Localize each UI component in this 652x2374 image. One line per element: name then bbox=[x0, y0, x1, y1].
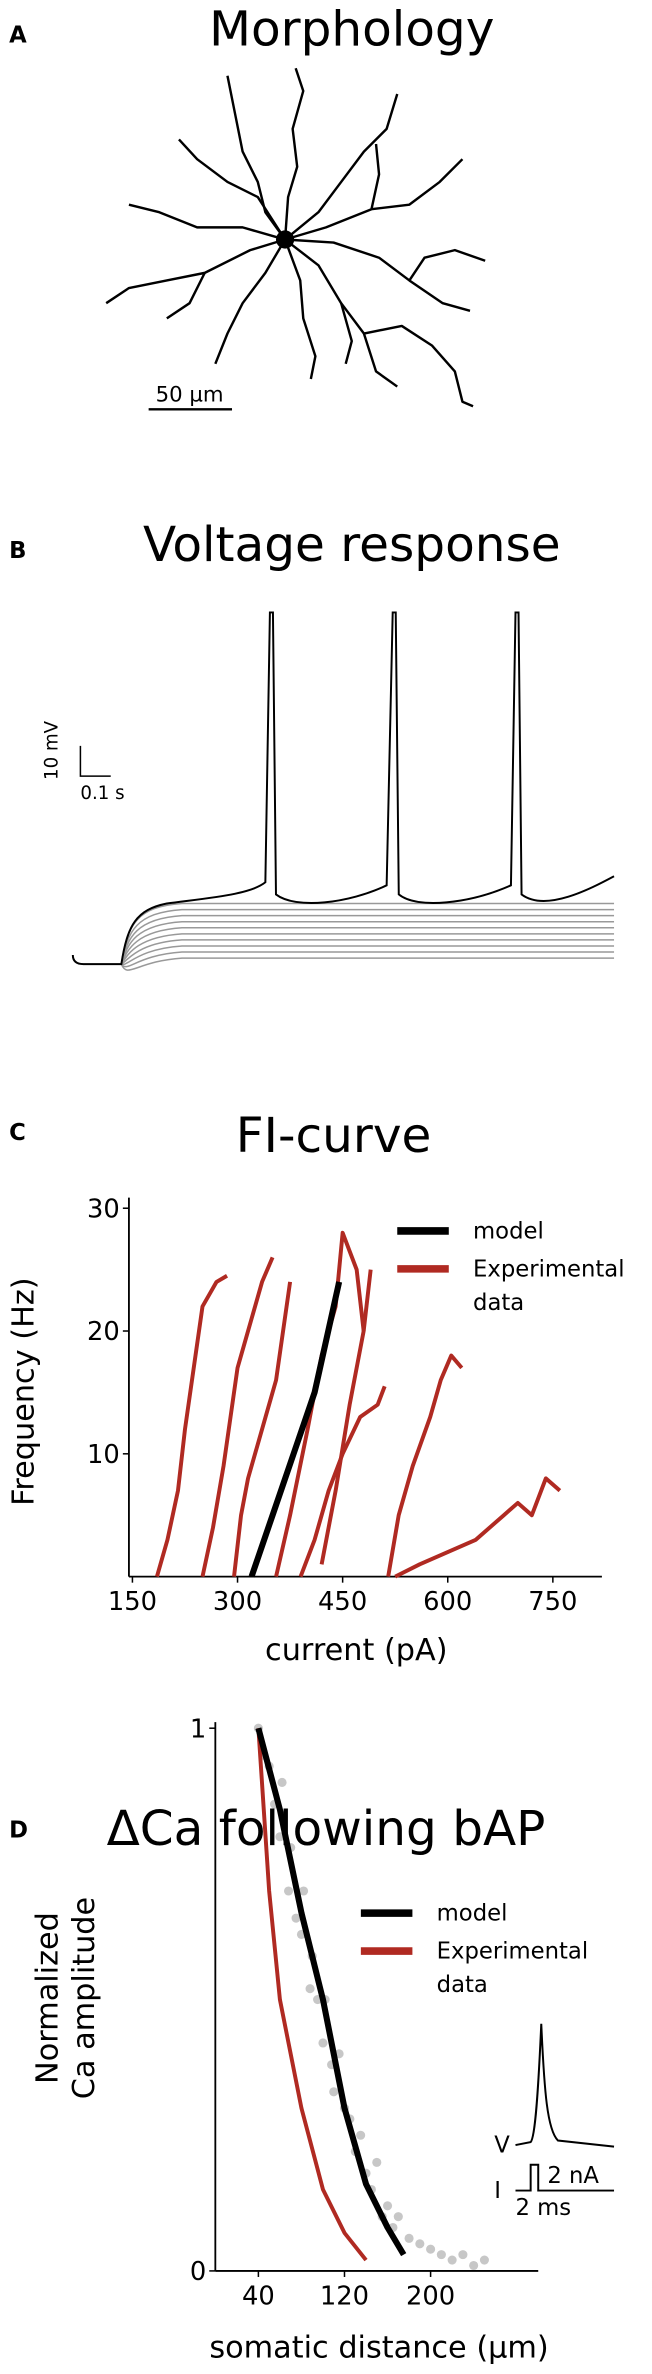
y-axis-label: Frequency (Hz) bbox=[6, 1277, 41, 1505]
point bbox=[291, 1913, 301, 1923]
y-tick-label: 30 bbox=[87, 1194, 120, 1224]
series-line bbox=[394, 1476, 562, 1579]
trace bbox=[120, 908, 615, 965]
x-tick-label: 300 bbox=[213, 1587, 262, 1617]
panel-label: A bbox=[9, 22, 27, 48]
legend-label: model bbox=[473, 1219, 544, 1245]
y-tick-label: 0 bbox=[190, 2257, 206, 2287]
inset-label: 2 nA bbox=[547, 2163, 599, 2189]
dendrite bbox=[284, 238, 398, 388]
dendrite bbox=[283, 67, 305, 240]
point bbox=[436, 2250, 446, 2260]
point bbox=[415, 2239, 425, 2249]
trace bbox=[120, 927, 615, 965]
voltage-trace bbox=[71, 611, 615, 966]
trace bbox=[120, 957, 615, 971]
point bbox=[283, 1886, 294, 1896]
point bbox=[404, 2233, 414, 2243]
point bbox=[426, 2244, 436, 2254]
inset-label: V bbox=[494, 2133, 510, 2159]
x-tick-label: 150 bbox=[108, 1587, 157, 1617]
y-tick-label: 10 bbox=[87, 1440, 120, 1470]
soma bbox=[275, 230, 295, 249]
point bbox=[393, 2212, 403, 2222]
x-tick-label: 120 bbox=[320, 2281, 369, 2311]
panel-title: FI-curve bbox=[236, 1108, 432, 1164]
inset bbox=[515, 2023, 615, 2192]
panel-title: Voltage response bbox=[143, 517, 561, 573]
legend-label: Experimental data bbox=[437, 1939, 589, 1998]
dendrite bbox=[283, 239, 317, 380]
legend-label: model bbox=[437, 1901, 508, 1927]
y-tick-label: 20 bbox=[87, 1317, 120, 1347]
panel-title: Morphology bbox=[209, 1, 494, 57]
y-tick-label: 1 bbox=[190, 1714, 206, 1744]
point bbox=[479, 2255, 489, 2265]
series-line bbox=[232, 1281, 293, 1577]
series-line bbox=[319, 1269, 373, 1565]
scale-bar bbox=[79, 745, 111, 777]
x-tick-label: 600 bbox=[423, 1587, 472, 1617]
point bbox=[458, 2250, 468, 2260]
dendrite bbox=[105, 238, 286, 305]
dendrite bbox=[363, 324, 474, 408]
panel-label: B bbox=[9, 538, 26, 564]
series-line bbox=[255, 1727, 407, 2257]
dendrite bbox=[370, 143, 381, 210]
inset-label: I bbox=[494, 2178, 501, 2204]
dendrite bbox=[408, 248, 486, 282]
point bbox=[277, 1777, 287, 1788]
legend-label: Experimental data bbox=[473, 1256, 625, 1315]
x-axis-label: current (pA) bbox=[265, 1633, 448, 1668]
x-axis-label: somatic distance (µm) bbox=[209, 2330, 548, 2365]
trace bbox=[120, 920, 615, 965]
scale-label: 10 mV bbox=[42, 720, 63, 780]
trace bbox=[120, 939, 615, 965]
series-line bbox=[256, 1728, 368, 2262]
y-axis-label: Ca amplitude bbox=[67, 1897, 102, 2099]
x-tick-label: 450 bbox=[318, 1587, 367, 1617]
x-tick-label: 200 bbox=[406, 2281, 455, 2311]
series-line bbox=[200, 1256, 275, 1578]
dendrite bbox=[226, 75, 287, 241]
trace bbox=[120, 951, 615, 968]
point bbox=[469, 2260, 479, 2271]
panel-label: D bbox=[9, 1817, 28, 1843]
y-axis-label: Normalized bbox=[31, 1912, 66, 2084]
panel-label: C bbox=[9, 1120, 26, 1146]
x-tick-label: 40 bbox=[242, 2281, 275, 2311]
dendrite bbox=[284, 238, 471, 312]
traces bbox=[120, 902, 615, 971]
dendrite bbox=[284, 93, 399, 241]
inset-trace bbox=[515, 2163, 615, 2192]
series-line bbox=[248, 1281, 343, 1578]
inset-label: 2 ms bbox=[515, 2195, 571, 2221]
point bbox=[372, 2157, 382, 2167]
point bbox=[329, 2087, 339, 2097]
dendrite bbox=[178, 138, 287, 241]
point bbox=[356, 2130, 366, 2140]
point bbox=[383, 2201, 393, 2211]
trace bbox=[120, 933, 615, 965]
dendrite bbox=[128, 203, 286, 241]
morphology bbox=[105, 67, 486, 408]
series-line bbox=[155, 1274, 229, 1578]
trace bbox=[121, 945, 615, 966]
panel-title: ΔCa following bAP bbox=[107, 1801, 546, 1857]
point bbox=[447, 2255, 457, 2265]
series-line bbox=[298, 1385, 387, 1578]
scale-label: 0.1 s bbox=[80, 783, 124, 804]
inset-trace bbox=[515, 2023, 615, 2148]
point bbox=[305, 1984, 315, 1994]
x-tick-label: 750 bbox=[528, 1587, 577, 1617]
series-line bbox=[386, 1353, 464, 1577]
dendrite bbox=[284, 158, 464, 241]
point bbox=[299, 1886, 309, 1896]
dendrite bbox=[166, 272, 206, 320]
dendrite bbox=[214, 238, 287, 365]
dendrite bbox=[339, 302, 353, 365]
point bbox=[318, 2038, 328, 2048]
scale-label: 50 µm bbox=[156, 383, 224, 408]
